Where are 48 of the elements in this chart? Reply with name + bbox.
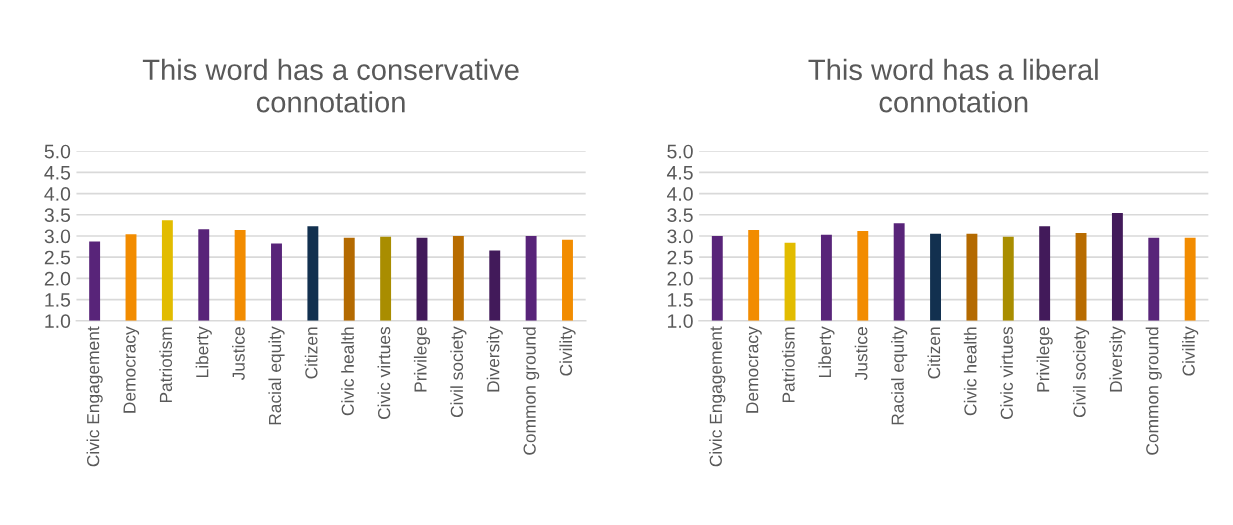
y-tick-label: 3.5 bbox=[44, 208, 71, 223]
y-tick-label: 2.0 bbox=[44, 271, 71, 286]
x-tick-label: Diversity bbox=[1109, 326, 1126, 392]
y-tick-label: 2.0 bbox=[667, 271, 693, 286]
y-tick-label: 2.5 bbox=[44, 250, 71, 265]
y-tick-label: 4.5 bbox=[666, 166, 693, 180]
x-tick-label: Democracy bbox=[746, 326, 762, 413]
x-tick-label: Civic virtues bbox=[377, 326, 391, 420]
y-tick-label: 5.0 bbox=[667, 144, 693, 159]
y-tick-label: 1.5 bbox=[45, 293, 71, 307]
x-tick-label: Civil society bbox=[1072, 326, 1090, 418]
x-tick-label: Civic virtues bbox=[1000, 326, 1013, 420]
y-tick-label: 1.5 bbox=[668, 293, 693, 307]
x-tick-label: Citizen bbox=[304, 327, 318, 379]
x-tick-label: Citizen bbox=[927, 327, 941, 379]
y-tick-label: 4.0 bbox=[666, 187, 693, 201]
x-tick-label: Civility bbox=[559, 326, 576, 376]
x-tick-label: Civility bbox=[1182, 326, 1199, 376]
x-tick-label: Liberty bbox=[195, 326, 212, 378]
y-tick-label: 3.5 bbox=[667, 208, 693, 223]
chart-title: This word has a conservative connotation bbox=[142, 58, 519, 113]
x-tick-label: Racial equity bbox=[268, 326, 285, 425]
x-tick-label: Justice bbox=[232, 327, 245, 381]
y-tick-label: 4.0 bbox=[44, 187, 71, 201]
y-tick-label: 1.0 bbox=[45, 314, 71, 329]
x-tick-label: Common ground bbox=[523, 327, 540, 455]
x-tick-label: Patriotism bbox=[781, 327, 795, 403]
x-tick-label: Civil society bbox=[450, 326, 467, 418]
x-tick-label: Privilege bbox=[1036, 327, 1053, 392]
x-tick-label: Liberty bbox=[818, 326, 835, 378]
x-tick-label: Justice bbox=[854, 327, 868, 381]
y-tick-label: 3.0 bbox=[667, 229, 693, 244]
x-tick-label: Civic Engagement bbox=[86, 326, 103, 467]
x-tick-label: Civic Engagement bbox=[709, 326, 726, 467]
x-tick-label: Racial equity bbox=[891, 326, 908, 425]
y-tick-label: 1.0 bbox=[668, 314, 693, 329]
x-tick-label: Diversity bbox=[486, 326, 503, 392]
y-tick-label: 2.5 bbox=[667, 250, 693, 265]
x-tick-label: Civic health bbox=[963, 327, 977, 416]
x-tick-label: Patriotism bbox=[159, 327, 173, 403]
y-tick-label: 3.0 bbox=[44, 229, 71, 244]
x-tick-label: Privilege bbox=[413, 327, 431, 392]
x-tick-label: Democracy bbox=[123, 326, 140, 413]
y-tick-label: 4.5 bbox=[44, 166, 71, 180]
x-tick-label: Common ground bbox=[1145, 327, 1162, 455]
x-tick-label: Civic health bbox=[341, 327, 354, 416]
y-tick-label: 5.0 bbox=[44, 144, 71, 159]
chart-title: This word has a liberal connotation bbox=[808, 58, 1098, 113]
